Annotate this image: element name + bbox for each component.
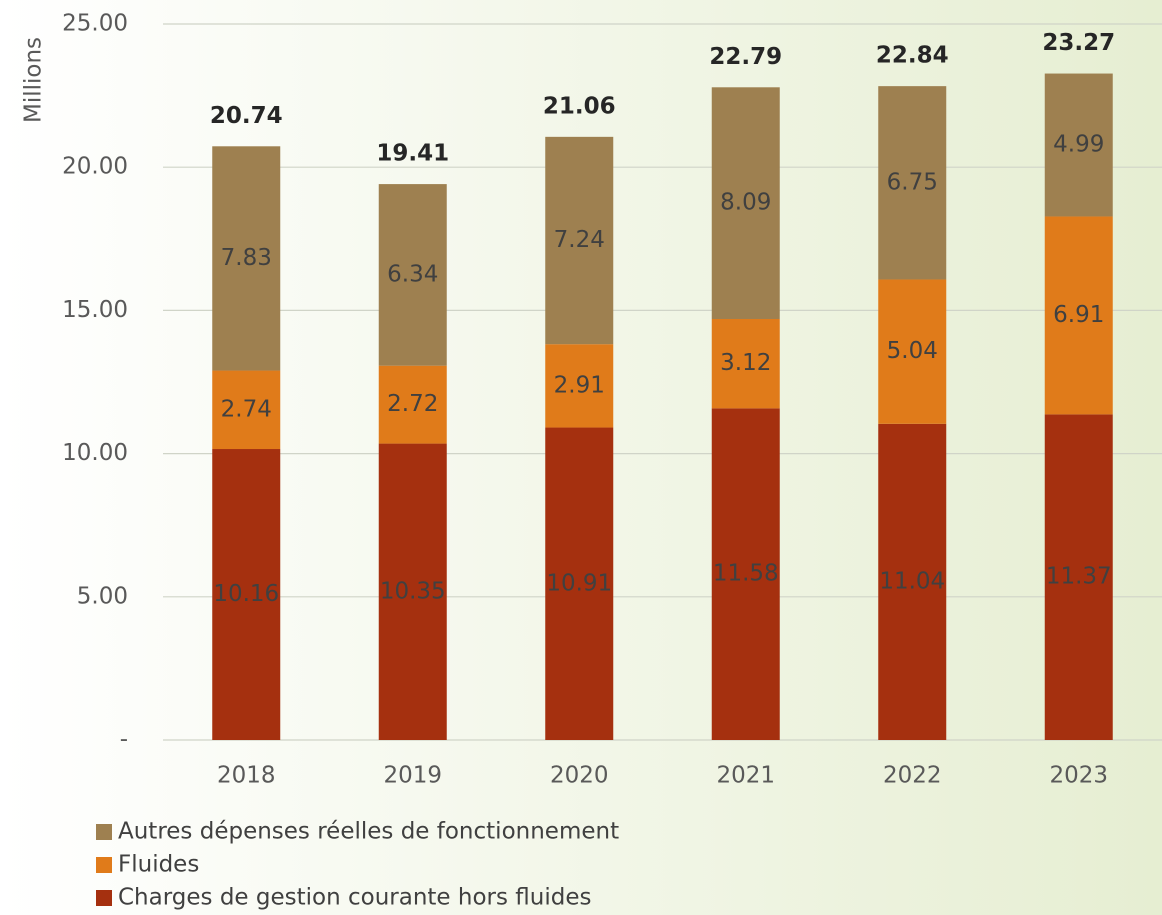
bar-segment — [545, 344, 614, 428]
bar-segment — [212, 146, 281, 371]
total-label: 21.06 — [543, 93, 616, 119]
legend-swatch — [96, 857, 112, 873]
x-tick-label: 2020 — [550, 763, 609, 789]
x-tick-label: 2019 — [383, 763, 442, 789]
data-label: 5.04 — [887, 338, 938, 364]
data-label: 10.91 — [546, 570, 612, 596]
legend-label: Charges de gestion courante hors fluides — [118, 885, 591, 911]
total-label: 22.84 — [876, 43, 949, 69]
y-tick-label: 15.00 — [62, 297, 128, 323]
legend-swatch — [96, 824, 112, 840]
data-label: 6.75 — [887, 169, 938, 195]
x-tick-label: 2023 — [1049, 763, 1108, 789]
bar-segment — [378, 184, 447, 366]
bar-segment — [212, 449, 281, 740]
bar-segment — [711, 87, 780, 319]
legend-swatch — [96, 890, 112, 906]
legend-label: Fluides — [118, 852, 199, 878]
data-label: 7.83 — [221, 245, 272, 271]
y-tick-label: 5.00 — [77, 583, 128, 609]
bar-segment — [378, 443, 447, 740]
bar-segment — [1044, 73, 1113, 217]
bar-segment — [878, 423, 947, 740]
bar-segment — [212, 370, 281, 450]
data-label: 6.91 — [1053, 302, 1104, 328]
total-label: 20.74 — [210, 103, 283, 129]
data-label: 11.04 — [879, 568, 945, 594]
data-label: 7.24 — [554, 227, 605, 253]
data-label: 6.34 — [387, 261, 438, 287]
data-label: 4.99 — [1053, 132, 1104, 158]
bar-segment — [1044, 414, 1113, 740]
y-axis-label: Millions — [21, 37, 47, 123]
y-tick-label: - — [120, 727, 128, 753]
bar-segment — [1044, 216, 1113, 415]
x-tick-label: 2022 — [883, 763, 942, 789]
bar-segment — [378, 365, 447, 444]
data-label: 10.35 — [380, 578, 446, 604]
total-label: 22.79 — [709, 44, 782, 70]
bar-segment — [711, 408, 780, 740]
data-label: 11.58 — [713, 561, 779, 587]
bar-segment — [878, 86, 947, 280]
total-label: 19.41 — [376, 141, 449, 167]
bar-segment — [878, 279, 947, 424]
y-tick-label: 25.00 — [62, 11, 128, 37]
legend-label: Autres dépenses réelles de fonctionnemen… — [118, 819, 619, 845]
y-tick-label: 10.00 — [62, 440, 128, 466]
data-label: 10.16 — [213, 581, 279, 607]
y-tick-label: 20.00 — [62, 154, 128, 180]
bar-segment — [711, 318, 780, 409]
data-label: 3.12 — [720, 350, 771, 376]
bar-segment — [545, 136, 614, 345]
data-label: 2.74 — [221, 396, 272, 422]
data-label: 11.37 — [1046, 564, 1112, 590]
x-tick-label: 2021 — [716, 763, 775, 789]
data-label: 8.09 — [720, 190, 771, 216]
bar-segment — [545, 427, 614, 740]
x-tick-label: 2018 — [217, 763, 276, 789]
total-label: 23.27 — [1042, 30, 1115, 56]
data-label: 2.91 — [554, 372, 605, 398]
data-label: 2.72 — [387, 391, 438, 417]
